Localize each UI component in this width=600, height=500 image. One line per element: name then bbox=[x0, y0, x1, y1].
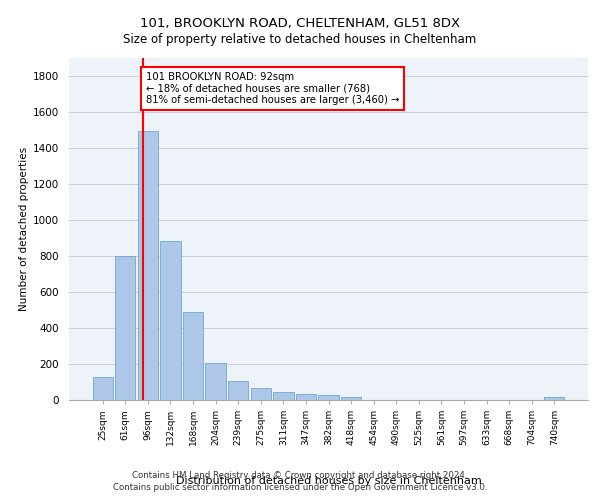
Y-axis label: Number of detached properties: Number of detached properties bbox=[19, 146, 29, 311]
X-axis label: Distribution of detached houses by size in Cheltenham: Distribution of detached houses by size … bbox=[176, 476, 481, 486]
Text: 101, BROOKLYN ROAD, CHELTENHAM, GL51 8DX: 101, BROOKLYN ROAD, CHELTENHAM, GL51 8DX bbox=[140, 18, 460, 30]
Bar bbox=[228, 381, 248, 400]
Bar bbox=[296, 394, 316, 400]
Bar bbox=[251, 388, 271, 400]
Text: Contains HM Land Registry data © Crown copyright and database right 2024.: Contains HM Land Registry data © Crown c… bbox=[132, 471, 468, 480]
Bar bbox=[273, 392, 293, 400]
Bar bbox=[115, 256, 136, 400]
Bar bbox=[341, 398, 361, 400]
Bar bbox=[183, 312, 203, 400]
Text: Size of property relative to detached houses in Cheltenham: Size of property relative to detached ho… bbox=[124, 32, 476, 46]
Bar bbox=[319, 395, 338, 400]
Bar bbox=[138, 132, 158, 400]
Bar bbox=[205, 363, 226, 400]
Text: Contains public sector information licensed under the Open Government Licence v3: Contains public sector information licen… bbox=[113, 483, 487, 492]
Bar bbox=[544, 398, 565, 400]
Bar bbox=[160, 242, 181, 400]
Text: 101 BROOKLYN ROAD: 92sqm
← 18% of detached houses are smaller (768)
81% of semi-: 101 BROOKLYN ROAD: 92sqm ← 18% of detach… bbox=[146, 72, 399, 105]
Bar bbox=[92, 378, 113, 400]
